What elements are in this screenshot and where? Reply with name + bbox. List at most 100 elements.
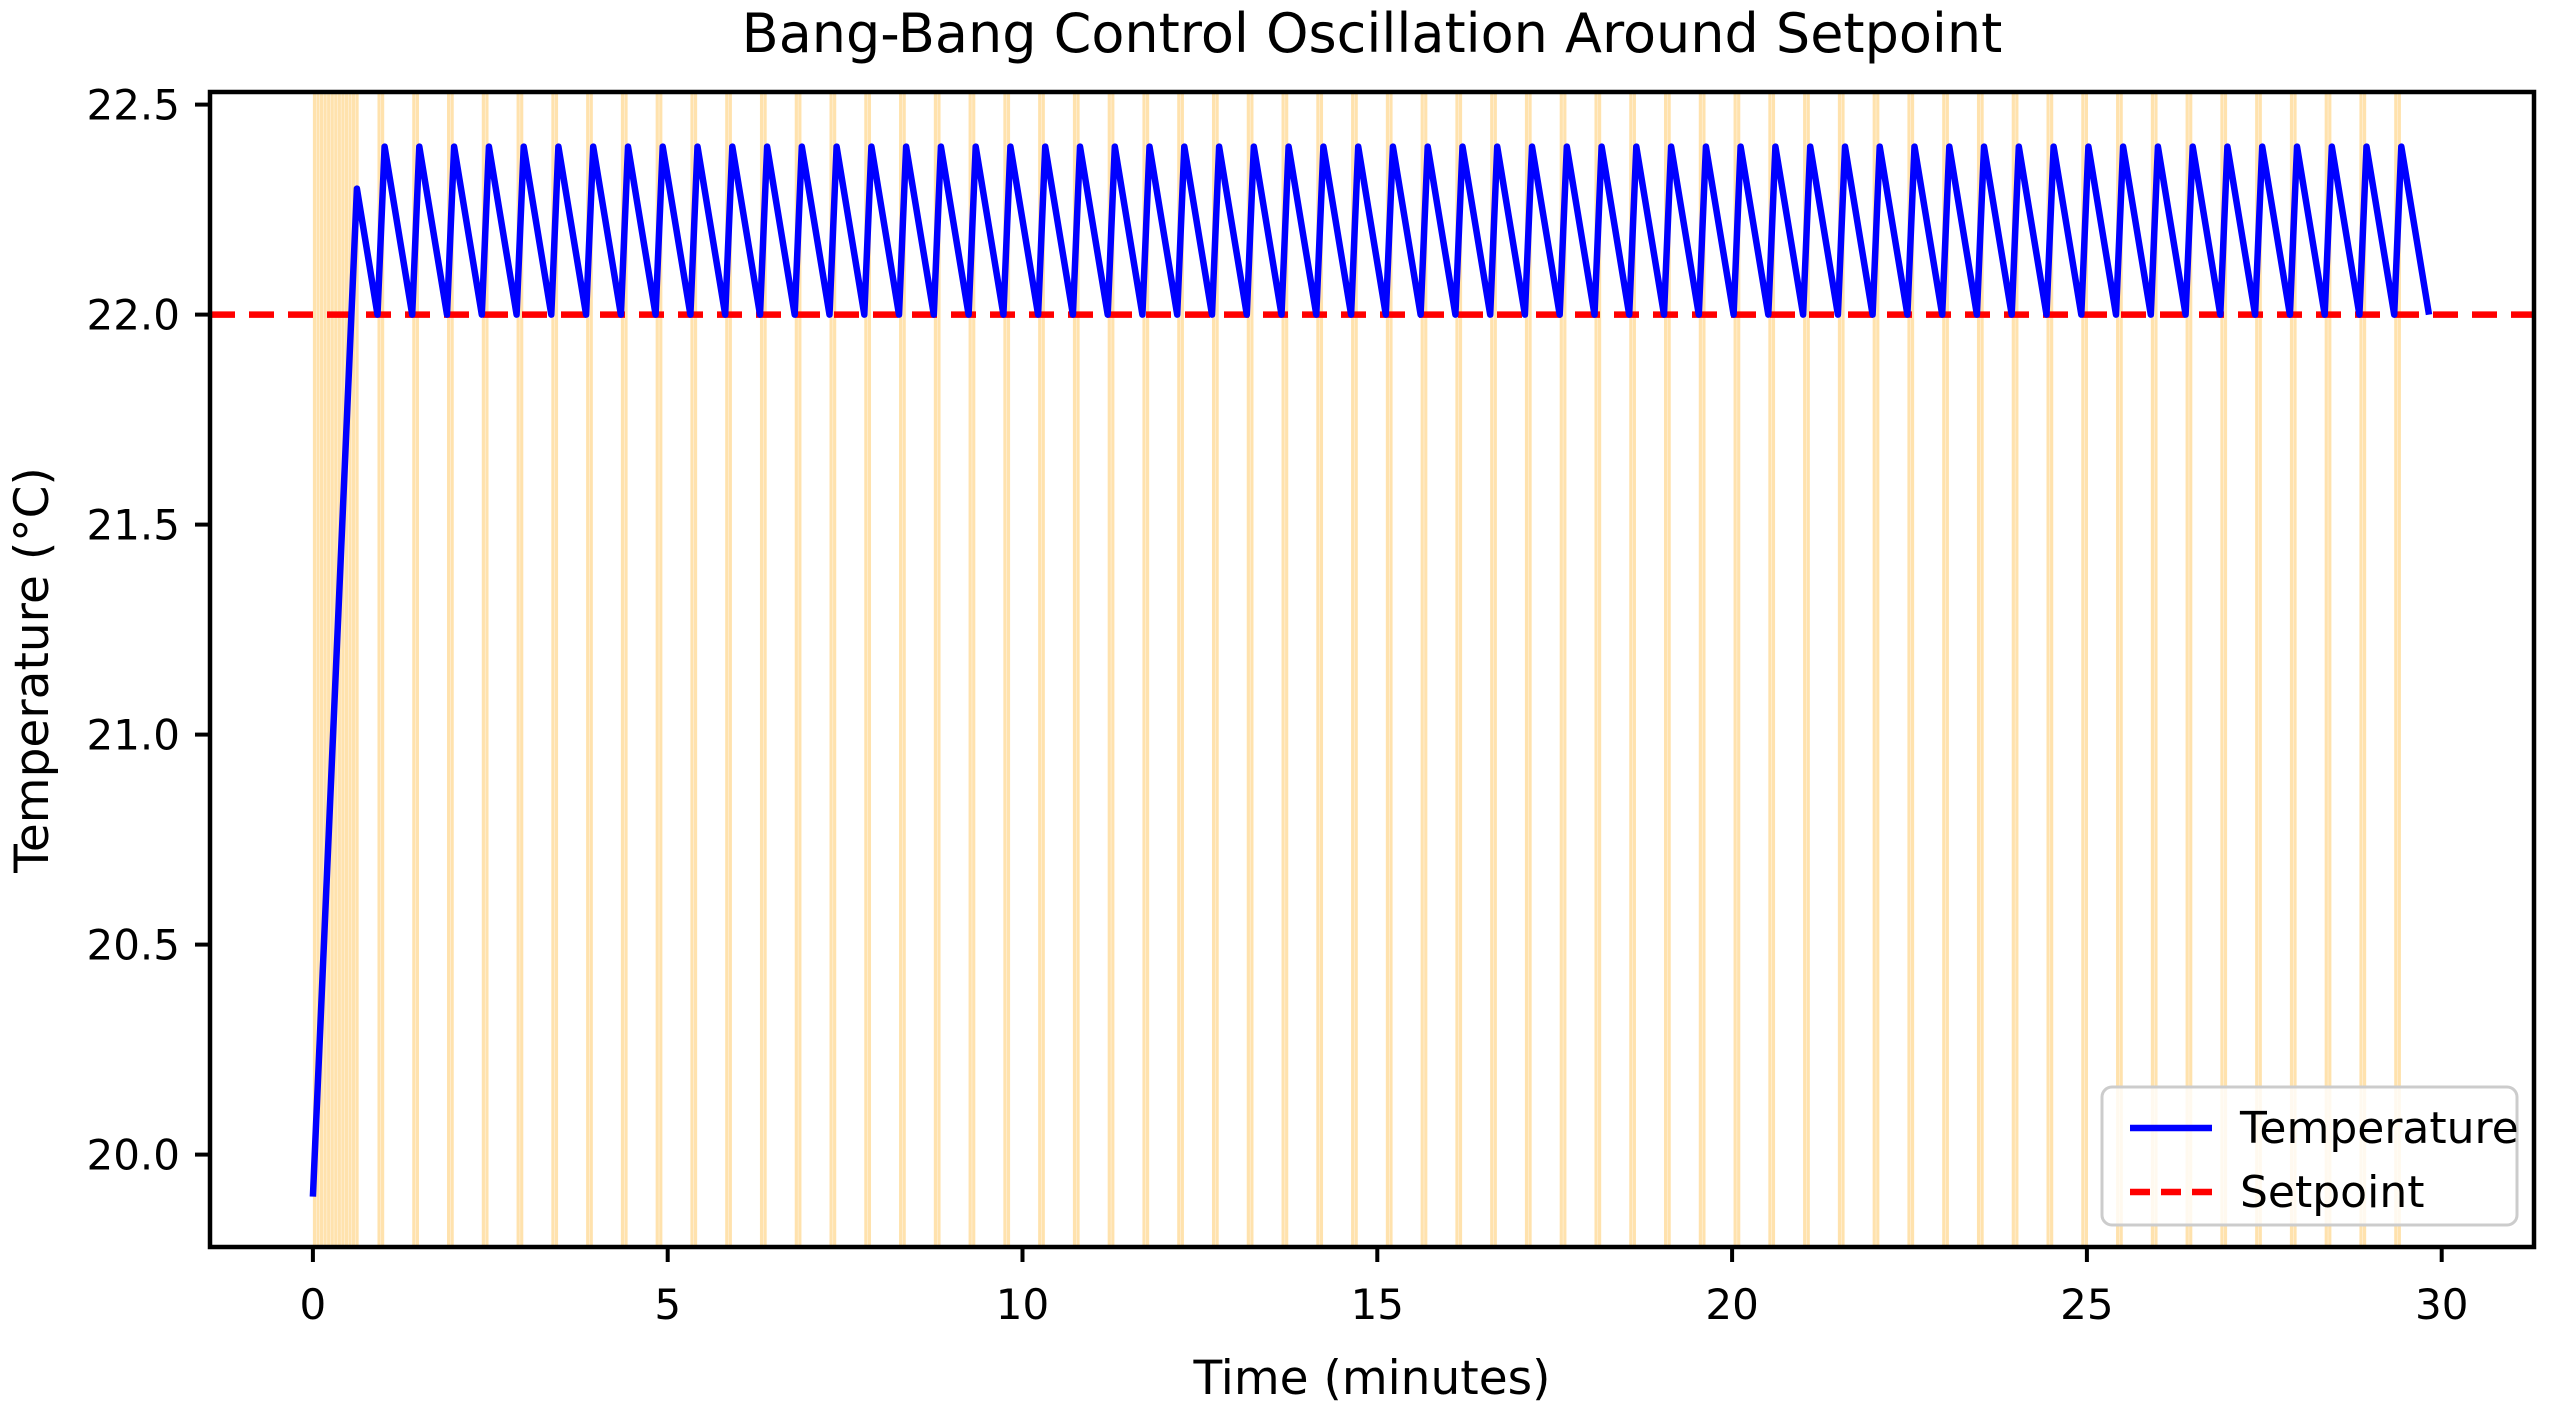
heater-on-band <box>1003 92 1007 1247</box>
heater-on-band <box>833 92 837 1247</box>
heater-on-band <box>693 92 698 1247</box>
heater-on-band <box>412 92 416 1247</box>
heater-on-band <box>937 92 941 1247</box>
heater-on-band <box>481 92 485 1247</box>
heater-on-band <box>1250 92 1254 1247</box>
legend-temperature-label: Temperature <box>2239 1103 2519 1154</box>
heater-on-band <box>1180 92 1184 1247</box>
heater-on-band <box>2116 92 2120 1247</box>
x-axis-label: Time (minutes) <box>1193 1351 1551 1406</box>
heater-on-band <box>415 92 419 1247</box>
heater-on-band <box>1632 92 1636 1247</box>
x-tick-label: 0 <box>300 1280 327 1329</box>
heater-on-band <box>1319 92 1324 1247</box>
heater-on-band <box>2328 92 2332 1247</box>
heater-on-band <box>1038 92 1042 1247</box>
heater-on-band <box>1211 92 1216 1247</box>
x-tick-label: 25 <box>2060 1280 2113 1329</box>
heater-on-band <box>690 92 694 1247</box>
heater-on-band <box>2255 92 2259 1247</box>
heater-on-band <box>351 92 356 1247</box>
heater-on-band <box>659 92 663 1247</box>
temperature-line <box>309 143 2433 1197</box>
y-tick-label: 22.0 <box>86 291 180 340</box>
heater-on-band <box>1980 92 1984 1247</box>
heater-on-band <box>2359 92 2363 1247</box>
ticks-group: 0 5 10 15 20 25 30 20.0 20.5 21.0 21.5 22.0 22.5 <box>86 81 2468 1329</box>
heater-on-band <box>1702 92 1706 1247</box>
heater-on-band <box>2084 92 2088 1247</box>
x-tick-label: 30 <box>2415 1280 2468 1329</box>
heater-on-band <box>2397 92 2401 1247</box>
heater-on-band <box>323 92 327 1247</box>
heater-on-band <box>1420 92 1424 1247</box>
heater-on-band <box>2050 92 2054 1247</box>
heater-on-band <box>1698 92 1702 1247</box>
heater-on-band <box>1111 92 1115 1247</box>
heater-on-band <box>1424 92 1428 1247</box>
heater-on-band <box>377 92 381 1247</box>
heater-on-band <box>1072 92 1077 1247</box>
heater-on-band <box>485 92 489 1247</box>
heater-on-band <box>1316 92 1320 1247</box>
heater-on-band <box>1803 92 1807 1247</box>
heater-on-band <box>327 92 331 1247</box>
heater-on-band <box>1528 92 1532 1247</box>
heater-on-band <box>728 92 732 1247</box>
heater-on-band <box>1281 92 1285 1247</box>
heater-on-band <box>1285 92 1289 1247</box>
heater-on-band <box>1076 92 1080 1247</box>
heater-on-band <box>725 92 729 1247</box>
heater-on-band <box>520 92 524 1247</box>
heater-on-band <box>1177 92 1181 1247</box>
heater-on-band <box>2081 92 2085 1247</box>
heater-on-band <box>344 92 349 1247</box>
heater-on-band <box>1107 92 1111 1247</box>
chart-title: Bang-Bang Control Oscillation Around Set… <box>742 2 2003 65</box>
heater-on-band <box>2362 92 2367 1247</box>
heater-on-band <box>2011 92 2015 1247</box>
heater-on-band <box>902 92 906 1247</box>
heater-on-band <box>1942 92 1946 1247</box>
y-axis-label: Temperature (°C) <box>5 467 60 874</box>
heater-on-band <box>1876 92 1880 1247</box>
heater-on-band <box>381 92 385 1247</box>
heater-on-band <box>1559 92 1563 1247</box>
x-tick-label: 20 <box>1705 1280 1758 1329</box>
heater-on-band <box>450 92 454 1247</box>
heater-on-band <box>1664 92 1668 1247</box>
legend-setpoint-label: Setpoint <box>2240 1167 2424 1218</box>
heater-on-band <box>1142 92 1146 1247</box>
heater-on-band <box>586 92 590 1247</box>
heater-on-band <box>655 92 659 1247</box>
heater-on-band <box>2293 92 2297 1247</box>
heater-on-band <box>1907 92 1911 1247</box>
heater-on-band <box>1246 92 1250 1247</box>
heater-on-band <box>1594 92 1598 1247</box>
heater-on-band <box>1598 92 1602 1247</box>
y-tick-label: 21.5 <box>86 501 180 550</box>
heater-on-band <box>1215 92 1219 1247</box>
heater-on-band <box>1910 92 1915 1247</box>
heater-on-band <box>1493 92 1497 1247</box>
heater-on-band <box>2154 92 2158 1247</box>
heater-on-band <box>447 92 451 1247</box>
heater-on-band <box>1667 92 1671 1247</box>
heater-on-band <box>2220 92 2224 1247</box>
heater-on-band <box>2258 92 2262 1247</box>
heater-on-band <box>1945 92 1949 1247</box>
heater-on-band <box>620 92 625 1247</box>
heater-on-band <box>1524 92 1529 1247</box>
heater-on-band <box>348 92 352 1247</box>
y-tick-label: 21.0 <box>86 711 180 760</box>
heater-on-band <box>798 92 802 1247</box>
heater-on-band <box>1354 92 1358 1247</box>
heater-on-band <box>319 92 324 1247</box>
y-tick-label: 20.5 <box>86 921 180 970</box>
heater-on-band <box>355 92 359 1247</box>
heater-on-band <box>2394 92 2398 1247</box>
heater-on-band <box>794 92 798 1247</box>
heater-on-band <box>1976 92 1981 1247</box>
heater-on-band <box>829 92 833 1247</box>
